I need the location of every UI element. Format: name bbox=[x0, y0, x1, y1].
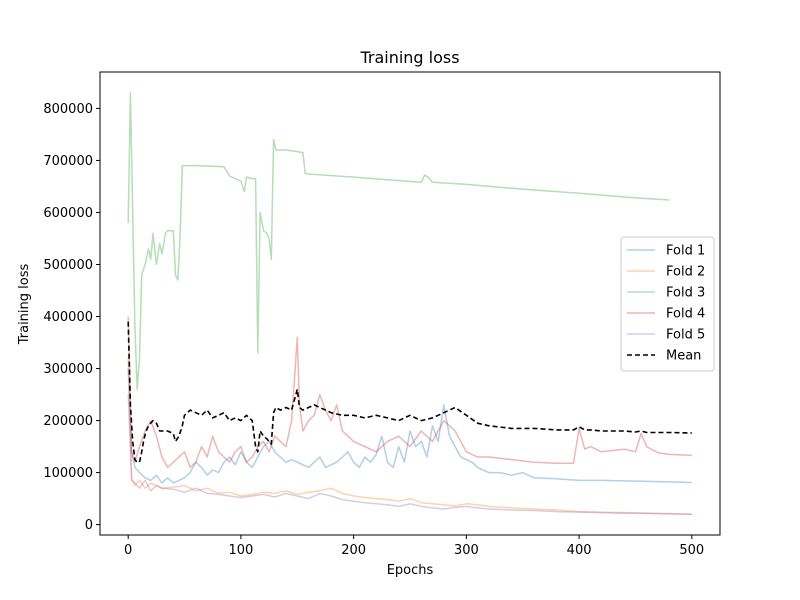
y-tick-label: 700000 bbox=[43, 154, 93, 169]
x-axis-label: Epochs bbox=[387, 563, 434, 578]
y-tick-label: 0 bbox=[85, 518, 93, 533]
series-line-fold-2 bbox=[127, 358, 692, 515]
y-tick-label: 800000 bbox=[43, 102, 93, 117]
y-tick-label: 200000 bbox=[43, 414, 93, 429]
x-axis: 0 100 200 300 400 500 bbox=[124, 535, 704, 558]
y-tick-label: 500000 bbox=[43, 258, 93, 273]
y-axis-label: Training loss bbox=[17, 264, 32, 346]
y-axis: 0 100000 200000 300000 400000 500000 600000 700… bbox=[43, 102, 100, 533]
y-tick-label: 300000 bbox=[43, 362, 93, 377]
series-line-fold-4 bbox=[127, 316, 692, 469]
series-line-fold-5 bbox=[127, 394, 692, 515]
y-tick-label: 400000 bbox=[43, 310, 93, 325]
y-tick-label: 600000 bbox=[43, 206, 93, 221]
series-layer bbox=[127, 92, 692, 515]
x-tick-label: 0 bbox=[124, 543, 132, 558]
x-tick-label: 400 bbox=[567, 543, 592, 558]
legend: Fold 1 Fold 2 Fold 3 Fold 4 Fold 5 Mean bbox=[620, 236, 715, 372]
x-tick-label: 100 bbox=[228, 543, 253, 558]
legend-box bbox=[620, 236, 715, 372]
series-line-mean bbox=[127, 321, 692, 463]
legend-entry: Fold 2 bbox=[666, 265, 705, 280]
legend-entry: Mean bbox=[666, 349, 701, 364]
legend-entry: Fold 4 bbox=[666, 307, 705, 322]
y-tick-label: 100000 bbox=[43, 466, 93, 481]
series-line-fold-3 bbox=[127, 92, 670, 391]
x-tick-label: 300 bbox=[454, 543, 479, 558]
legend-entry: Fold 3 bbox=[666, 286, 705, 301]
plot-background bbox=[100, 72, 720, 535]
legend-entry: Fold 5 bbox=[666, 328, 705, 343]
series-line-fold-1 bbox=[127, 368, 692, 484]
x-tick-label: 200 bbox=[341, 543, 366, 558]
legend-entry: Fold 1 bbox=[666, 244, 705, 259]
chart-title: Training loss bbox=[359, 48, 459, 67]
x-tick-label: 500 bbox=[679, 543, 704, 558]
plot-frame bbox=[99, 71, 721, 536]
